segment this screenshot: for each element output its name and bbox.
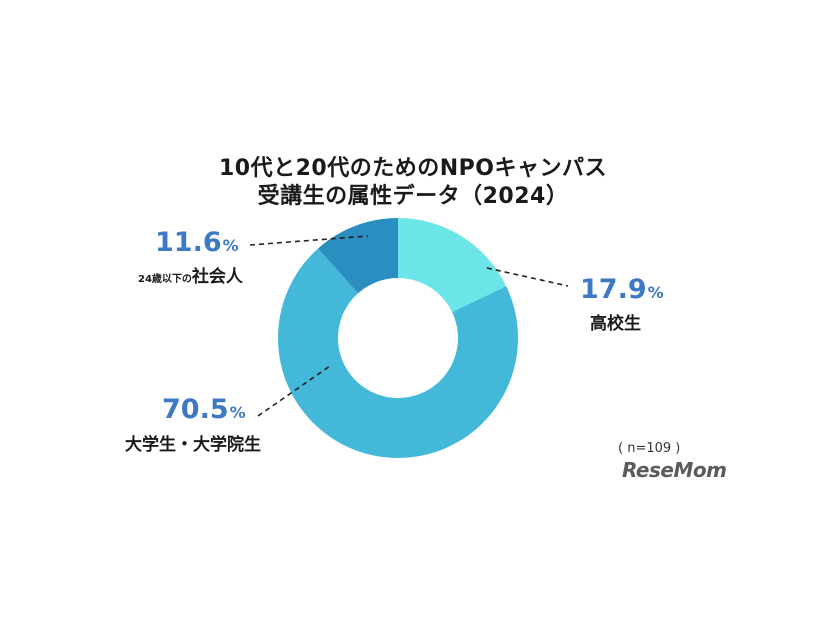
slice-highschool	[398, 218, 507, 313]
category-label-social-small: 24歳以下の	[138, 274, 192, 285]
category-label-social: 24歳以下の社会人	[138, 262, 243, 287]
pct-value-social: 11.6	[155, 227, 222, 258]
resemom-logo: ReseMom	[622, 458, 727, 482]
leader-line-highschool	[486, 267, 569, 287]
chart-title-line2: 受講生の属性データ（2024）	[257, 184, 569, 209]
pct-label-highschool: 17.9%	[580, 274, 664, 305]
category-label-highschool: 高校生	[590, 314, 641, 334]
pct-label-social: 11.6%	[155, 227, 239, 258]
pct-unit-social: %	[222, 236, 239, 255]
pct-label-university: 70.5%	[162, 394, 246, 425]
pct-unit-highschool: %	[647, 283, 664, 302]
leader-line-social	[249, 235, 369, 246]
category-label-social-big: 社会人	[191, 267, 243, 287]
slice-university	[278, 248, 518, 458]
pct-unit-university: %	[229, 403, 246, 422]
category-label-university: 大学生・大学院生	[125, 435, 261, 455]
pct-value-highschool: 17.9	[580, 274, 647, 305]
pct-value-university: 70.5	[162, 394, 229, 425]
leader-line-university	[257, 365, 331, 417]
sample-size-note: ( n=109 )	[618, 441, 681, 456]
slice-social	[318, 218, 398, 294]
chart-title-line1: 10代と20代のためのNPOキャンパス	[219, 156, 607, 181]
